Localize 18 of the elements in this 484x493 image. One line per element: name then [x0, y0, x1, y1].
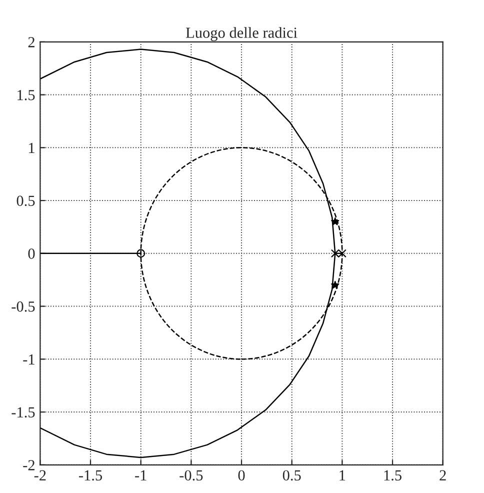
y-tick-label: -1.5: [12, 407, 35, 418]
y-tick-label: 2: [28, 37, 34, 48]
x-tick-label: 2: [440, 470, 446, 480]
x-tick-label: 0.5: [282, 470, 301, 481]
y-tick-label: -1: [23, 354, 34, 364]
y-tick-label: -2: [23, 460, 34, 470]
x-tick-label: -0.5: [180, 470, 203, 481]
chart-title: Luogo delle radici: [186, 27, 298, 42]
y-tick-label: 1.5: [18, 90, 35, 100]
y-tick-label: 0.5: [16, 196, 35, 206]
x-tick-label: 1: [340, 470, 346, 480]
x-tick-label: -1.5: [78, 470, 102, 481]
x-tick-label: -1: [135, 470, 146, 480]
y-tick-label: -0.5: [12, 301, 35, 312]
x-tick-label: 1.5: [384, 470, 402, 481]
y-tick-label: 1: [29, 142, 34, 153]
y-tick-label: 0: [28, 248, 35, 259]
x-tick-label: 0: [238, 470, 245, 481]
